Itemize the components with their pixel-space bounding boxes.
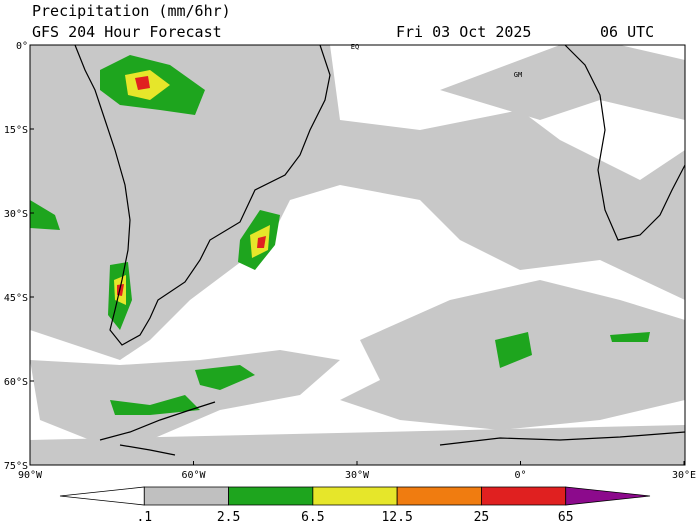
legend-label: 12.5	[381, 510, 412, 525]
legend-swatch	[396, 486, 482, 506]
legend-label: 65	[558, 510, 574, 525]
marker-label: EQ	[351, 43, 359, 51]
legend-swatch	[565, 486, 651, 506]
legend-swatch	[481, 486, 567, 506]
marker-label: GM	[514, 71, 522, 79]
legend-swatch	[228, 486, 314, 506]
legend-label: 2.5	[217, 510, 240, 525]
lat-label: 60°S	[4, 377, 28, 388]
legend-label: .1	[136, 510, 152, 525]
date: Fri 03 Oct 2025	[396, 23, 531, 41]
lon-label: 60°W	[181, 470, 206, 481]
lat-label: 45°S	[4, 293, 28, 304]
legend-swatch	[312, 486, 398, 506]
lon-label: 90°W	[18, 470, 43, 481]
time: 06 UTC	[600, 23, 654, 41]
legend-label: 6.5	[301, 510, 324, 525]
lat-label: 15°S	[4, 125, 28, 136]
subtitle: GFS 204 Hour Forecast	[32, 23, 222, 41]
lon-label: 0°	[514, 470, 526, 481]
lat-label: 30°S	[4, 209, 28, 220]
legend-swatch	[59, 486, 145, 506]
legend-label: 25	[474, 510, 490, 525]
map-area	[29, 44, 686, 466]
lon-label: 30°E	[672, 470, 696, 481]
legend-swatch	[143, 486, 229, 506]
lat-label: 0°	[16, 41, 28, 52]
lon-label: 30°W	[345, 470, 370, 481]
title: Precipitation (mm/6hr)	[32, 2, 231, 20]
lat-label: 75°S	[4, 461, 28, 472]
coastlines	[74, 44, 686, 456]
